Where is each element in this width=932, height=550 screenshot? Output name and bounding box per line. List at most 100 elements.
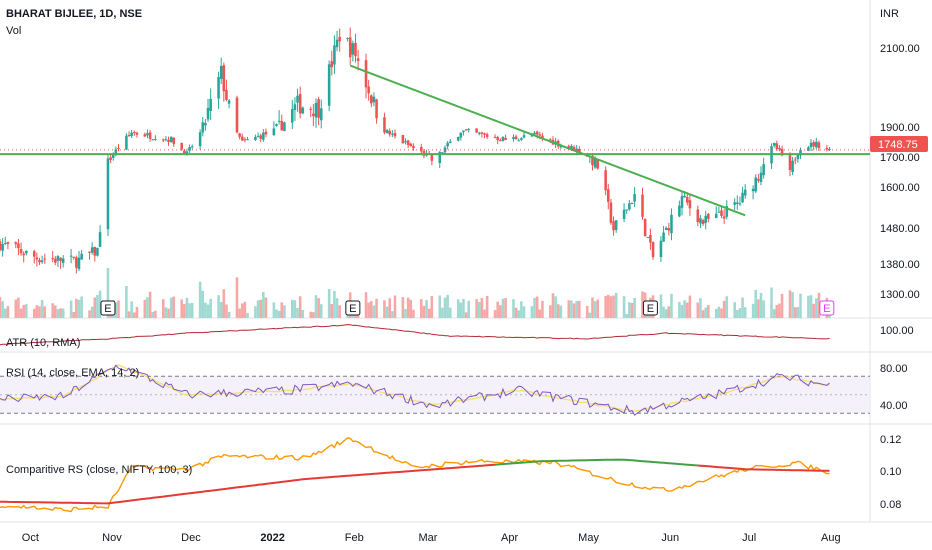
candle-body	[96, 247, 99, 256]
crs-ma-line	[494, 458, 698, 467]
volume-bar	[609, 296, 613, 318]
volume-bar	[554, 296, 557, 318]
candle-body	[533, 132, 536, 135]
volume-bar	[570, 300, 573, 318]
candle-body	[296, 95, 299, 103]
volume-bar	[628, 302, 631, 318]
candle-body	[312, 113, 315, 117]
candle-body	[291, 109, 294, 123]
volume-bar	[717, 306, 721, 318]
volume-bar	[757, 299, 760, 318]
volume-bar	[578, 300, 581, 318]
crs-ma-line	[697, 464, 830, 472]
candle-body	[40, 260, 44, 263]
candle-body	[375, 99, 378, 119]
volume-bar	[391, 311, 394, 318]
candle-body	[235, 97, 239, 133]
volume-bar	[275, 309, 278, 318]
candle-body	[106, 158, 110, 230]
candle-body	[612, 221, 615, 231]
candle-body	[183, 150, 186, 155]
volume-bar	[678, 301, 681, 318]
volume-bar	[483, 309, 486, 318]
candle-body	[480, 132, 484, 134]
candle-body	[572, 146, 576, 152]
volume-bar	[0, 297, 2, 318]
candle-body	[791, 160, 794, 173]
earnings-marker: E	[104, 303, 111, 315]
volume-bar	[17, 297, 20, 318]
candle-body	[464, 129, 468, 131]
candle-body	[222, 65, 226, 92]
volume-bar	[98, 290, 102, 318]
volume-bar	[412, 309, 415, 318]
volume-bar	[793, 307, 797, 318]
candle-body	[754, 177, 758, 192]
volume-bar	[443, 297, 447, 318]
candle-body	[204, 122, 207, 126]
volume-bar	[493, 310, 497, 318]
earnings-marker-box	[819, 300, 835, 316]
candle-body	[707, 213, 710, 219]
volume-bar	[549, 305, 552, 318]
candle-body	[38, 259, 41, 263]
volume-bar	[3, 308, 7, 318]
candle-body	[317, 99, 320, 118]
volume-bar	[462, 298, 465, 318]
volume-bar	[480, 297, 484, 318]
volume-bar	[1, 301, 4, 318]
volume-bar	[707, 305, 710, 318]
volume-bar	[93, 297, 97, 318]
volume-bar	[696, 302, 700, 318]
candle-body	[793, 159, 797, 161]
volume-bar	[420, 299, 423, 318]
volume-bar	[438, 295, 442, 318]
volume-bar	[190, 302, 194, 318]
volume-bar	[22, 304, 25, 318]
candle-body	[225, 89, 228, 100]
volume-bar	[164, 307, 168, 318]
volume-bar	[720, 308, 723, 318]
volume-bar	[69, 300, 73, 318]
crs-axis-label: 0.08	[880, 499, 901, 511]
volume-bar	[277, 310, 281, 318]
candle-body	[185, 151, 189, 155]
volume-bar	[35, 305, 39, 318]
candle-body	[541, 135, 544, 139]
candle-body	[25, 250, 28, 254]
volume-bar	[264, 297, 268, 318]
candle-body	[93, 247, 97, 256]
volume-bar	[56, 309, 60, 318]
price-axis-label: 1900.00	[880, 122, 920, 134]
candle-body	[604, 170, 607, 191]
candle-body	[441, 152, 444, 154]
volume-bar	[467, 300, 470, 318]
candle-body	[596, 159, 600, 169]
candle-body	[22, 253, 25, 256]
candle-body	[714, 213, 718, 218]
candle-body	[14, 242, 18, 245]
candle-body	[680, 196, 684, 208]
candle-body	[733, 202, 736, 205]
volume-bar	[520, 301, 523, 318]
candle-body	[520, 138, 523, 140]
volume-bar	[317, 298, 320, 318]
candle-body	[17, 243, 20, 249]
atr-axis-label: 100.00	[880, 325, 914, 337]
candle-body	[190, 146, 194, 148]
volume-bar	[556, 304, 560, 318]
volume-bar	[383, 300, 386, 318]
volume-bar	[280, 302, 284, 318]
candle-body	[54, 258, 57, 263]
volume-bar	[188, 303, 191, 318]
candle-body	[164, 139, 168, 141]
time-axis-label: May	[578, 532, 599, 544]
candle-body	[741, 192, 744, 203]
candle-body	[298, 94, 302, 114]
volume-bar	[114, 302, 118, 318]
volume-bar	[19, 308, 23, 318]
earnings-marker-box	[100, 300, 116, 316]
candle-body	[475, 128, 478, 133]
volume-bar	[743, 307, 747, 318]
